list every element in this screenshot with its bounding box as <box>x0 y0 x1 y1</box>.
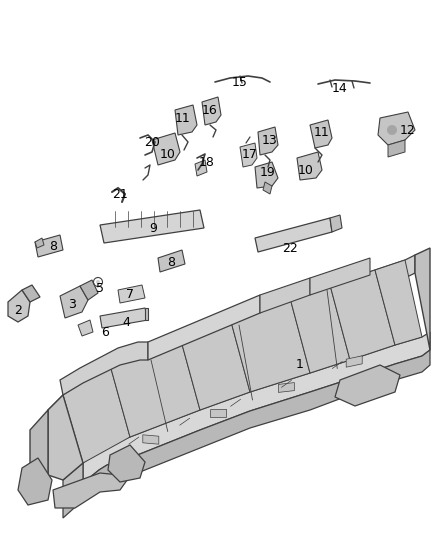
Polygon shape <box>18 458 52 505</box>
Polygon shape <box>330 270 395 360</box>
Text: 13: 13 <box>262 133 278 147</box>
Polygon shape <box>375 260 422 345</box>
Text: 21: 21 <box>112 189 128 201</box>
Polygon shape <box>310 120 332 148</box>
Text: 10: 10 <box>298 164 314 176</box>
Text: 16: 16 <box>202 103 218 117</box>
Circle shape <box>387 125 397 135</box>
Text: 1: 1 <box>296 359 304 372</box>
Polygon shape <box>63 255 415 413</box>
Polygon shape <box>30 410 48 492</box>
Text: 4: 4 <box>122 316 130 328</box>
Text: 8: 8 <box>49 239 57 253</box>
Polygon shape <box>8 290 30 322</box>
Polygon shape <box>63 350 430 518</box>
Polygon shape <box>80 280 98 300</box>
Polygon shape <box>148 295 260 360</box>
Text: 7: 7 <box>126 288 134 302</box>
Polygon shape <box>35 238 44 248</box>
Polygon shape <box>175 105 197 135</box>
Polygon shape <box>118 285 145 303</box>
Polygon shape <box>310 258 370 295</box>
Polygon shape <box>202 97 221 125</box>
Polygon shape <box>63 365 130 463</box>
Polygon shape <box>330 215 342 232</box>
Text: 9: 9 <box>149 222 157 235</box>
Polygon shape <box>335 365 400 406</box>
Polygon shape <box>60 286 88 318</box>
Polygon shape <box>152 133 180 165</box>
Text: 10: 10 <box>160 149 176 161</box>
Polygon shape <box>60 342 148 395</box>
Polygon shape <box>180 318 250 410</box>
Polygon shape <box>297 152 322 180</box>
Text: 17: 17 <box>242 149 258 161</box>
Text: 20: 20 <box>144 135 160 149</box>
Polygon shape <box>255 218 332 252</box>
Text: 8: 8 <box>167 255 175 269</box>
Polygon shape <box>35 235 63 257</box>
Polygon shape <box>263 182 272 194</box>
Polygon shape <box>110 337 200 437</box>
Polygon shape <box>108 445 145 482</box>
Text: 22: 22 <box>282 241 298 254</box>
Polygon shape <box>100 308 148 328</box>
Polygon shape <box>22 285 40 302</box>
Text: 19: 19 <box>260 166 276 179</box>
Text: 11: 11 <box>314 126 330 140</box>
Polygon shape <box>145 308 148 320</box>
Polygon shape <box>78 320 93 336</box>
Polygon shape <box>290 285 350 373</box>
Polygon shape <box>378 112 415 145</box>
Text: 2: 2 <box>14 303 22 317</box>
Polygon shape <box>48 395 83 480</box>
Polygon shape <box>83 332 430 483</box>
Text: 12: 12 <box>400 124 416 136</box>
Polygon shape <box>346 356 362 367</box>
Polygon shape <box>258 127 278 155</box>
Polygon shape <box>230 298 310 392</box>
Text: 14: 14 <box>332 82 348 94</box>
Polygon shape <box>260 278 310 313</box>
Polygon shape <box>143 435 159 444</box>
Polygon shape <box>255 162 278 188</box>
Polygon shape <box>279 383 294 392</box>
Circle shape <box>96 280 100 284</box>
Text: 15: 15 <box>232 76 248 88</box>
Text: 3: 3 <box>68 298 76 311</box>
Text: 6: 6 <box>101 326 109 338</box>
Polygon shape <box>415 248 430 350</box>
Polygon shape <box>63 463 83 500</box>
Polygon shape <box>158 250 185 272</box>
Polygon shape <box>100 210 204 243</box>
Polygon shape <box>195 160 207 176</box>
Text: 5: 5 <box>96 281 104 295</box>
Polygon shape <box>211 409 226 417</box>
Polygon shape <box>388 140 405 157</box>
Text: 18: 18 <box>199 156 215 168</box>
Polygon shape <box>240 143 257 167</box>
Text: 11: 11 <box>175 111 191 125</box>
Polygon shape <box>53 473 130 508</box>
Polygon shape <box>63 255 415 413</box>
Polygon shape <box>48 395 63 428</box>
